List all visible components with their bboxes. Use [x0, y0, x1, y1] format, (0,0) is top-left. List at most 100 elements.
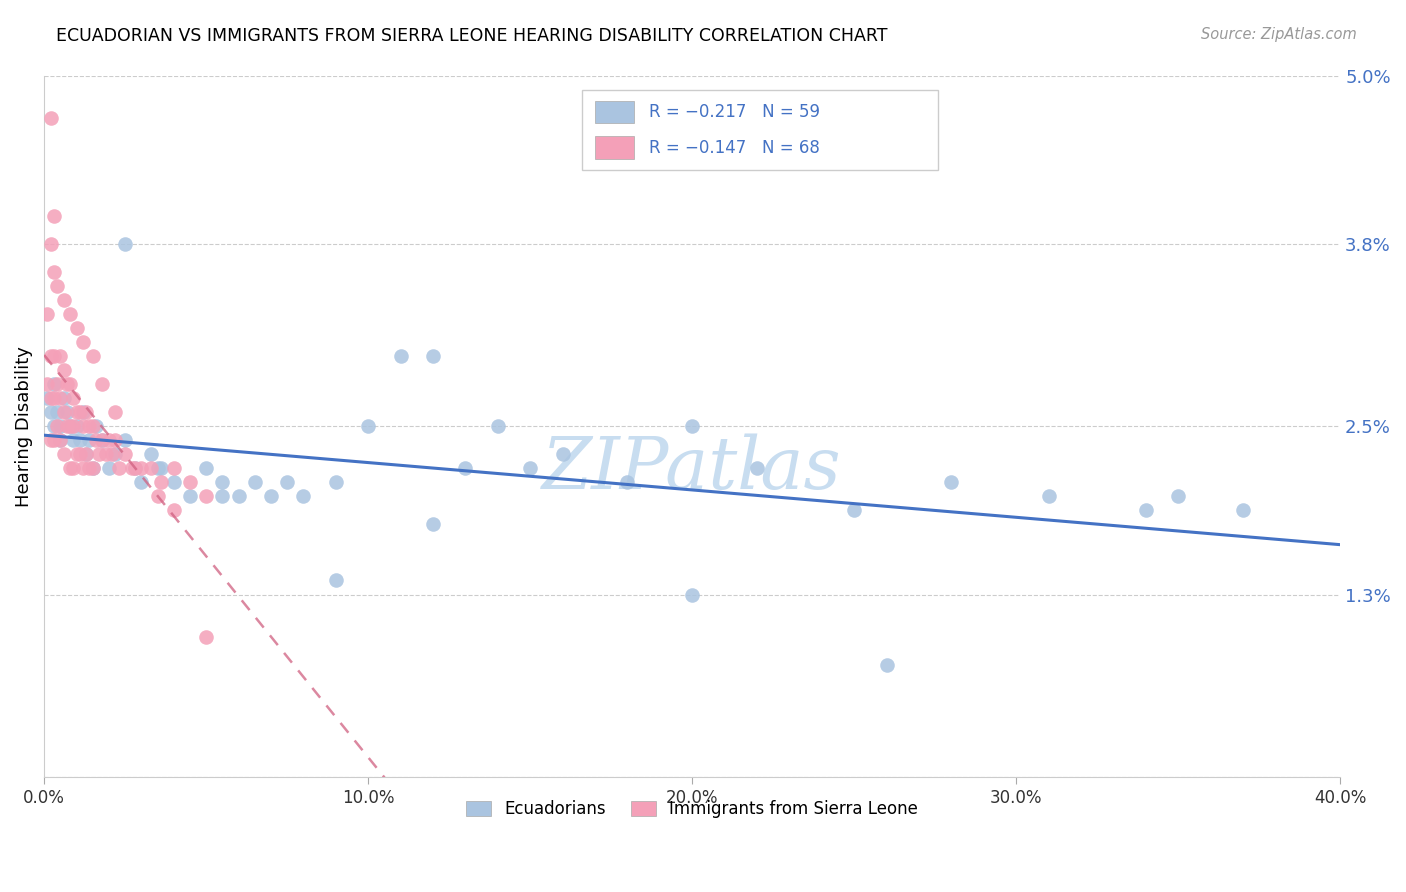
Point [69, 405, 91, 419]
Point [59, 419, 82, 434]
Point [276, 475, 298, 490]
Point [56, 377, 79, 392]
Point [454, 461, 477, 475]
Point [39, 391, 62, 405]
Point [72, 461, 94, 475]
Point [49, 349, 72, 363]
Point [131, 461, 153, 475]
Point [89, 447, 111, 461]
Point [39, 434, 62, 448]
Point [114, 434, 136, 448]
Point [551, 447, 574, 461]
Point [179, 475, 201, 490]
Point [39, 405, 62, 419]
Point [195, 461, 218, 475]
Point [84, 434, 107, 448]
Point [65, 405, 87, 419]
Point [84, 419, 107, 434]
Point [121, 461, 143, 475]
Point [79, 419, 101, 434]
Point [91, 434, 114, 448]
Point [325, 475, 347, 490]
Point [82, 419, 104, 434]
Point [46, 419, 69, 434]
Point [65, 447, 87, 461]
Point [49, 419, 72, 434]
Point [79, 461, 101, 475]
Point [104, 405, 127, 419]
Point [389, 349, 412, 363]
Y-axis label: Hearing Disability: Hearing Disability [15, 346, 32, 507]
Point [1232, 503, 1254, 517]
Point [292, 489, 315, 503]
Text: ECUADORIAN VS IMMIGRANTS FROM SIERRA LEONE HEARING DISABILITY CORRELATION CHART: ECUADORIAN VS IMMIGRANTS FROM SIERRA LEO… [56, 27, 887, 45]
Point [82, 461, 104, 475]
Point [163, 461, 186, 475]
Text: Source: ZipAtlas.com: Source: ZipAtlas.com [1201, 27, 1357, 42]
Point [42, 265, 65, 279]
Point [211, 489, 233, 503]
FancyBboxPatch shape [595, 136, 634, 159]
Point [97, 434, 120, 448]
Point [56, 419, 79, 434]
Point [422, 517, 444, 532]
Point [62, 419, 84, 434]
Point [49, 434, 72, 448]
Point [139, 461, 162, 475]
Point [72, 419, 94, 434]
Point [146, 489, 169, 503]
Point [211, 475, 233, 490]
Point [46, 279, 69, 293]
Point [56, 405, 79, 419]
Point [75, 447, 97, 461]
Point [616, 475, 638, 490]
Point [79, 434, 101, 448]
Point [42, 349, 65, 363]
Point [195, 489, 218, 503]
Point [42, 391, 65, 405]
Point [82, 349, 104, 363]
Point [39, 349, 62, 363]
Point [39, 236, 62, 251]
Point [243, 475, 266, 490]
Point [260, 489, 283, 503]
Point [52, 363, 75, 377]
Point [163, 475, 186, 490]
Point [124, 461, 146, 475]
Point [149, 475, 172, 490]
Text: R = −0.147   N = 68: R = −0.147 N = 68 [650, 138, 820, 157]
Point [91, 434, 114, 448]
Point [59, 419, 82, 434]
Point [65, 419, 87, 434]
Point [46, 377, 69, 392]
Point [62, 434, 84, 448]
Point [52, 391, 75, 405]
Point [681, 419, 703, 434]
Text: R = −0.217   N = 59: R = −0.217 N = 59 [650, 103, 821, 121]
Point [195, 630, 218, 644]
Point [1135, 503, 1157, 517]
Text: ZIPatlas: ZIPatlas [543, 433, 842, 504]
Point [65, 321, 87, 335]
Legend: Ecuadorians, Immigrants from Sierra Leone: Ecuadorians, Immigrants from Sierra Leon… [460, 793, 925, 824]
Point [59, 461, 82, 475]
Point [114, 236, 136, 251]
FancyBboxPatch shape [582, 89, 938, 170]
Point [42, 377, 65, 392]
Point [844, 503, 866, 517]
Point [52, 405, 75, 419]
Point [101, 447, 124, 461]
Point [49, 434, 72, 448]
Point [131, 475, 153, 490]
Point [52, 447, 75, 461]
Point [75, 447, 97, 461]
Point [163, 503, 186, 517]
Point [69, 447, 91, 461]
Point [94, 447, 117, 461]
Point [62, 391, 84, 405]
Point [104, 447, 127, 461]
Point [179, 489, 201, 503]
Point [91, 377, 114, 392]
Point [49, 391, 72, 405]
Point [42, 419, 65, 434]
